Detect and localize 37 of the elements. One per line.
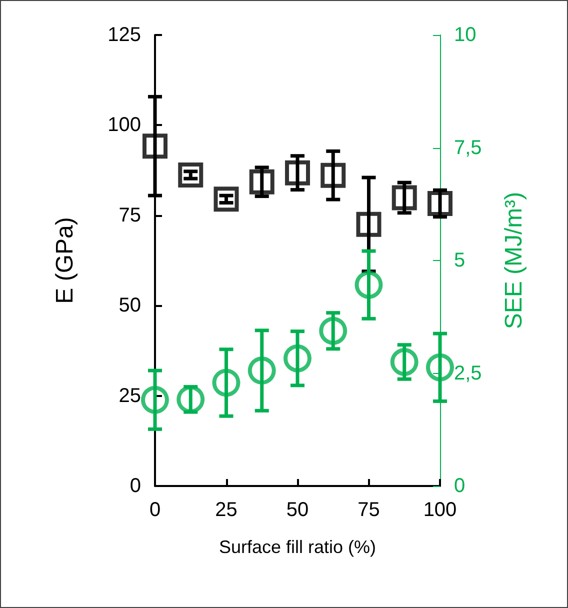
x-tick-label: 75 [358,499,380,521]
y2-tick-label: 0 [454,475,466,497]
point [178,162,204,188]
x-axis-title: Surface fill ratio (%) [218,537,376,557]
point [354,270,383,299]
point [212,368,240,397]
x-tick-label: 0 [149,499,161,521]
y-tick-label: 0 [130,475,141,497]
y2-tick-label: 7,5 [454,136,482,159]
x-tick-label: 100 [423,499,457,521]
point [319,316,348,345]
point [284,344,312,372]
x-tick-label: 50 [286,499,309,521]
point [426,353,454,382]
point [214,186,239,212]
y2-axis-title: SEE (MJ/m³) [500,192,528,330]
point [141,386,169,414]
y-tick-label: 125 [108,24,141,46]
y-tick-label: 25 [118,384,141,407]
y-tick-label: 75 [118,204,141,226]
y-tick-label: 50 [118,294,141,317]
point [428,190,452,216]
point [392,185,417,210]
y2-tick-label: 10 [454,24,476,46]
point [390,348,418,376]
point [176,385,205,414]
point [249,169,274,194]
y-tick-label: 100 [108,114,141,136]
y2-tick-label: 2,5 [454,362,482,384]
point [356,212,382,237]
point [248,356,276,385]
point [320,162,346,188]
point [285,160,310,186]
y-axis-title: E (GPa) [52,217,78,304]
x-tick-label: 25 [215,499,238,521]
point [142,134,168,159]
y2-tick-label: 5 [454,250,466,272]
